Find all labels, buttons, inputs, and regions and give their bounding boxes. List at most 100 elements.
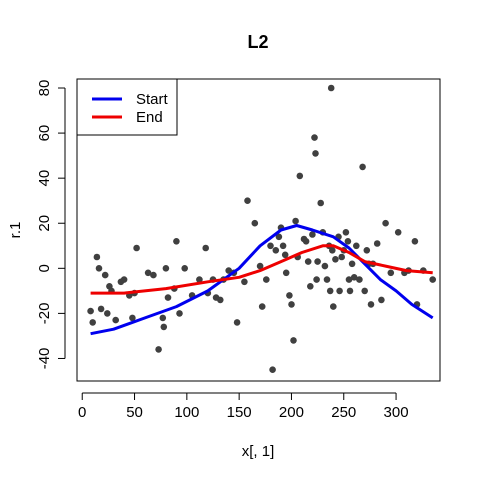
- data-point-69: [321, 262, 329, 270]
- axes: 0 50 100 150 200 250 300 -40 -20 0 20 40 60 80: [36, 80, 409, 421]
- data-point-96: [378, 296, 385, 304]
- data-point-85: [348, 260, 356, 268]
- x-axis-label: x[, 1]: [242, 443, 275, 460]
- plot-frame: [76, 78, 441, 382]
- data-point-95: [373, 240, 381, 247]
- y-tick-label-0: -40: [36, 348, 53, 370]
- data-point-86: [350, 274, 358, 281]
- y-tick-label-1: -20: [36, 303, 53, 325]
- data-point-11: [120, 276, 128, 283]
- data-point-62: [309, 231, 316, 238]
- data-point-57: [296, 172, 304, 180]
- legend-label-start: Start: [136, 91, 169, 108]
- data-point-97: [382, 219, 389, 227]
- data-point-22: [164, 294, 172, 301]
- data-point-54: [290, 337, 297, 344]
- plot-marks: [87, 84, 437, 374]
- data-point-89: [359, 163, 366, 171]
- data-point-88: [356, 276, 363, 283]
- data-point-4: [97, 305, 105, 313]
- data-point-65: [313, 276, 320, 283]
- x-tick-label-2: 100: [174, 404, 199, 421]
- data-point-41: [256, 262, 264, 270]
- data-point-52: [286, 292, 293, 299]
- data-point-99: [394, 229, 402, 236]
- data-point-20: [160, 323, 168, 331]
- legend-label-end: End: [136, 109, 163, 126]
- x-tick-label-5: 250: [331, 404, 356, 421]
- data-point-26: [181, 265, 188, 272]
- data-point-35: [225, 267, 232, 274]
- data-point-67: [317, 199, 325, 207]
- data-point-9: [112, 316, 119, 324]
- data-point-63: [311, 134, 318, 141]
- data-point-53: [288, 301, 295, 308]
- data-point-18: [155, 346, 162, 353]
- data-point-79: [338, 253, 346, 261]
- data-point-59: [302, 238, 310, 245]
- data-point-98: [387, 269, 395, 277]
- data-point-40: [251, 219, 259, 227]
- data-point-72: [326, 287, 334, 295]
- data-point-6: [104, 310, 111, 317]
- data-point-66: [314, 258, 321, 265]
- data-point-82: [344, 238, 352, 245]
- series-line-end: [90, 244, 433, 295]
- y-tick-label-5: 60: [36, 125, 53, 142]
- data-point-25: [176, 310, 183, 317]
- data-point-55: [292, 217, 299, 225]
- y-axis-label: r.1: [7, 222, 24, 239]
- data-point-16: [144, 269, 152, 277]
- data-point-1: [89, 319, 96, 326]
- x-tick-label-0: 0: [78, 404, 86, 421]
- data-point-42: [258, 303, 266, 310]
- x-tick-label-6: 300: [384, 404, 409, 421]
- data-point-33: [217, 296, 224, 304]
- data-point-90: [361, 287, 369, 295]
- data-point-45: [269, 366, 276, 374]
- data-point-81: [342, 229, 350, 236]
- data-point-47: [275, 233, 283, 241]
- data-point-15: [133, 244, 140, 252]
- data-point-2: [93, 253, 101, 261]
- data-point-51: [282, 269, 290, 277]
- data-point-3: [95, 265, 103, 272]
- data-point-44: [267, 242, 274, 250]
- data-point-0: [87, 307, 94, 315]
- data-point-5: [101, 271, 109, 279]
- data-point-74: [329, 247, 336, 254]
- data-point-93: [367, 301, 375, 308]
- y-tick-label-3: 20: [36, 215, 53, 232]
- data-point-37: [233, 319, 241, 326]
- data-point-29: [202, 244, 209, 252]
- y-tick-label-6: 80: [36, 80, 53, 97]
- data-point-87: [353, 242, 360, 250]
- data-point-83: [345, 276, 353, 283]
- chart-title: L2: [247, 32, 268, 52]
- x-tick-label-1: 50: [126, 404, 143, 421]
- data-point-39: [244, 197, 251, 204]
- x-tick-label-3: 150: [227, 404, 252, 421]
- x-tick-label-4: 200: [279, 404, 304, 421]
- data-point-38: [241, 278, 248, 286]
- data-point-73: [327, 84, 335, 92]
- y-tick-label-4: 40: [36, 170, 53, 187]
- data-point-105: [429, 276, 437, 283]
- data-point-102: [411, 238, 419, 245]
- data-point-50: [281, 251, 289, 259]
- data-point-84: [346, 287, 354, 295]
- data-point-19: [159, 314, 167, 322]
- data-point-24: [173, 238, 180, 245]
- data-point-78: [336, 287, 343, 295]
- legend-box: [76, 78, 178, 136]
- data-point-70: [323, 276, 331, 283]
- data-point-64: [312, 150, 319, 157]
- data-point-91: [363, 247, 371, 254]
- data-point-21: [162, 265, 170, 272]
- data-point-46: [272, 247, 280, 254]
- data-point-28: [196, 276, 203, 283]
- data-point-61: [307, 283, 314, 290]
- data-point-49: [279, 242, 287, 250]
